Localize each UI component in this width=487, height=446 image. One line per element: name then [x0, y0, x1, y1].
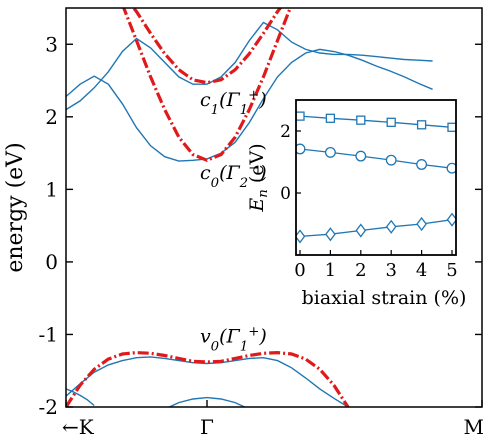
x-tick-label-1: Γ [200, 415, 214, 439]
inset-series-line-2 [299, 219, 453, 238]
inset-point-2-0 [296, 229, 306, 244]
inset-point-2-4 [416, 216, 427, 232]
inset-point-2-1 [325, 227, 336, 242]
inset-point-0-1 [325, 113, 336, 123]
band-annotation-2: v0(Γ1+) [200, 324, 267, 354]
band-curve-3 [167, 396, 247, 407]
band-curve-1 [66, 21, 433, 111]
y-tick-label-2: 0 [45, 250, 58, 274]
band-curve-2 [66, 356, 350, 407]
inset-point-2-5 [446, 212, 456, 227]
inset-point-1-2 [355, 150, 367, 162]
fit-curve-7 [66, 350, 350, 407]
inset-y-tick-label-0: 0 [280, 184, 291, 204]
band-curve-4 [66, 388, 95, 407]
inset-point-1-0 [296, 143, 306, 155]
inset-series-line-0 [299, 115, 453, 128]
inset-plot-frame [295, 99, 457, 256]
inset-x-tick-label-5: 5 [446, 260, 457, 281]
band-curve-0 [66, 48, 433, 162]
inset-point-2-2 [355, 223, 367, 238]
y-tick-label-3: 1 [45, 177, 58, 201]
inset-point-0-5 [447, 122, 456, 132]
fit-curve-5 [131, 8, 283, 85]
band-annotation-1: c0(Γ2−) [200, 161, 267, 191]
y-tick-label-0: -2 [39, 395, 58, 419]
inset-y-tick-label-1: 2 [280, 122, 291, 142]
inset-point-0-0 [296, 111, 305, 121]
x-tick-label-2: M [464, 415, 484, 439]
inset-point-0-2 [356, 115, 366, 125]
inset-x-axis-label: biaxial strain (%) [302, 287, 467, 309]
inset-point-1-4 [416, 159, 428, 170]
y-axis-label: energy (eV) [3, 142, 28, 272]
inset-point-0-4 [416, 120, 427, 130]
fit-curve-6 [122, 8, 292, 163]
inset-x-tick-label-2: 2 [355, 260, 366, 281]
inset-point-1-5 [446, 162, 456, 174]
inset-x-tick-label-0: 0 [294, 260, 305, 281]
inset-point-2-3 [385, 219, 397, 234]
inset-x-tick-label-4: 4 [416, 260, 427, 281]
inset-x-tick-label-1: 1 [325, 260, 336, 281]
inset-point-0-3 [386, 117, 396, 127]
y-tick-label-4: 2 [45, 105, 58, 129]
y-tick-label-1: -1 [39, 322, 58, 346]
y-tick-label-5: 3 [45, 32, 58, 56]
inset-point-1-1 [324, 146, 336, 158]
inset-y-axis-label: En (eV) [246, 143, 271, 212]
inset-background [296, 100, 456, 255]
inset-x-tick-label-3: 3 [385, 260, 396, 281]
band-annotation-0: c1(Γ1+) [200, 87, 267, 117]
inset-point-1-3 [385, 154, 397, 166]
main-plot-frame [65, 7, 483, 408]
x-tick-label-0: ←K [62, 415, 95, 439]
